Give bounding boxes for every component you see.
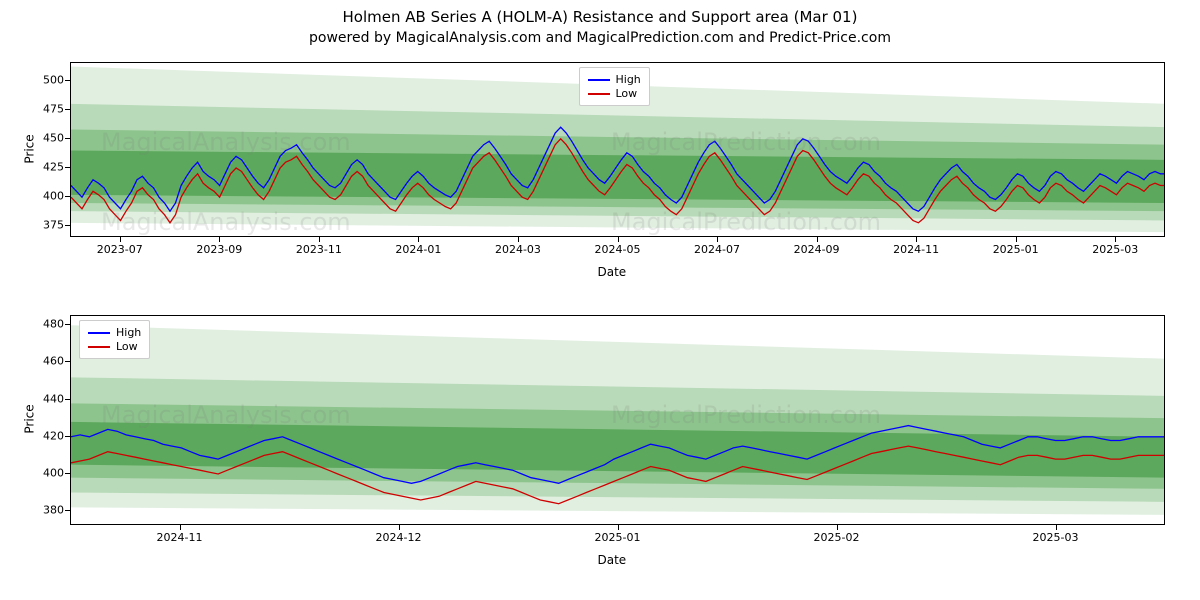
y-tick-label: 500 xyxy=(30,73,64,86)
chart-bottom-svg xyxy=(71,316,1165,525)
x-tick-label: 2024-12 xyxy=(376,531,422,544)
legend-swatch xyxy=(88,346,110,348)
y-tick-label: 400 xyxy=(30,190,64,203)
x-tick-label: 2024-03 xyxy=(495,243,541,256)
chart-top-frame: MagicalAnalysis.com MagicalPrediction.co… xyxy=(70,62,1165,237)
y-tick-label: 425 xyxy=(30,161,64,174)
x-tick-label: 2025-02 xyxy=(814,531,860,544)
y-tick-label: 375 xyxy=(30,219,64,232)
chart-bottom-plot: MagicalAnalysis.com MagicalPrediction.co… xyxy=(71,316,1164,524)
x-tick-label: 2024-05 xyxy=(595,243,641,256)
x-tick-label: 2023-11 xyxy=(296,243,342,256)
y-tick-label: 450 xyxy=(30,131,64,144)
x-tick-label: 2025-03 xyxy=(1033,531,1079,544)
x-tick-label: 2023-07 xyxy=(97,243,143,256)
x-tick-label: 2024-07 xyxy=(694,243,740,256)
legend-item: Low xyxy=(88,340,141,353)
legend-item: High xyxy=(88,326,141,339)
chart-bottom-frame: MagicalAnalysis.com MagicalPrediction.co… xyxy=(70,315,1165,525)
x-axis-label-top: Date xyxy=(598,265,627,279)
y-tick-label: 460 xyxy=(30,355,64,368)
chart-title: Holmen AB Series A (HOLM-A) Resistance a… xyxy=(0,8,1200,26)
y-tick-label: 400 xyxy=(30,466,64,479)
chart-subtitle: powered by MagicalAnalysis.com and Magic… xyxy=(0,30,1200,46)
legend-label: Low xyxy=(116,340,138,353)
x-tick-label: 2025-01 xyxy=(595,531,641,544)
legend-swatch xyxy=(588,79,610,81)
x-tick-label: 2024-11 xyxy=(157,531,203,544)
x-tick-label: 2023-09 xyxy=(196,243,242,256)
x-tick-label: 2024-01 xyxy=(395,243,441,256)
legend-swatch xyxy=(88,332,110,334)
y-tick-label: 440 xyxy=(30,392,64,405)
y-tick-label: 420 xyxy=(30,429,64,442)
y-tick-label: 475 xyxy=(30,102,64,115)
legend-item: Low xyxy=(588,87,641,100)
x-tick-label: 2024-11 xyxy=(893,243,939,256)
y-tick-label: 380 xyxy=(30,504,64,517)
legend-label: Low xyxy=(616,87,638,100)
x-tick-label: 2024-09 xyxy=(794,243,840,256)
legend-item: High xyxy=(588,73,641,86)
chart-top-plot: MagicalAnalysis.com MagicalPrediction.co… xyxy=(71,63,1164,236)
y-tick-label: 480 xyxy=(30,318,64,331)
x-tick-label: 2025-01 xyxy=(993,243,1039,256)
legend-bottom: HighLow xyxy=(79,320,150,359)
legend-top: HighLow xyxy=(579,67,650,106)
legend-swatch xyxy=(588,93,610,95)
x-axis-label-bottom: Date xyxy=(598,553,627,567)
legend-label: High xyxy=(616,73,641,86)
legend-label: High xyxy=(116,326,141,339)
x-tick-label: 2025-03 xyxy=(1092,243,1138,256)
